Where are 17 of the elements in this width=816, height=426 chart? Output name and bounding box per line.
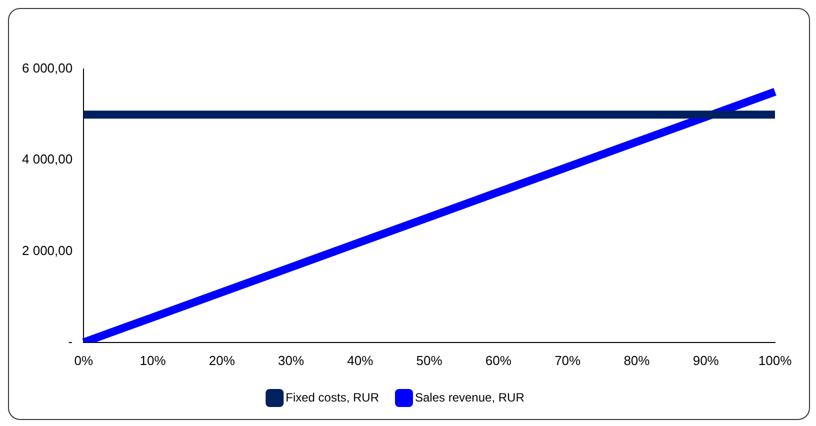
x-tick-label: 60% [485, 352, 512, 368]
y-tick-label: - [68, 334, 73, 349]
x-tick-label: 50% [416, 352, 443, 368]
x-tick-label: 70% [554, 352, 582, 368]
x-tick-label: 0% [74, 352, 94, 368]
legend-label: Fixed costs, RUR [286, 390, 380, 404]
x-tick-label: 100% [758, 352, 792, 368]
legend-label: Sales revenue, RUR [414, 390, 525, 404]
x-tick-label: 30% [278, 352, 304, 368]
x-tick-label: 20% [208, 352, 236, 368]
y-tick-label: 4 000,00 [22, 152, 73, 167]
x-tick-label: 90% [692, 352, 720, 368]
y-tick-label: 2 000,00 [22, 242, 73, 258]
x-tick-label: 80% [624, 352, 650, 368]
x-tick-label: 10% [140, 352, 166, 368]
x-tick-label: 40% [347, 352, 374, 368]
y-tick-label: 6 000,00 [22, 60, 73, 76]
